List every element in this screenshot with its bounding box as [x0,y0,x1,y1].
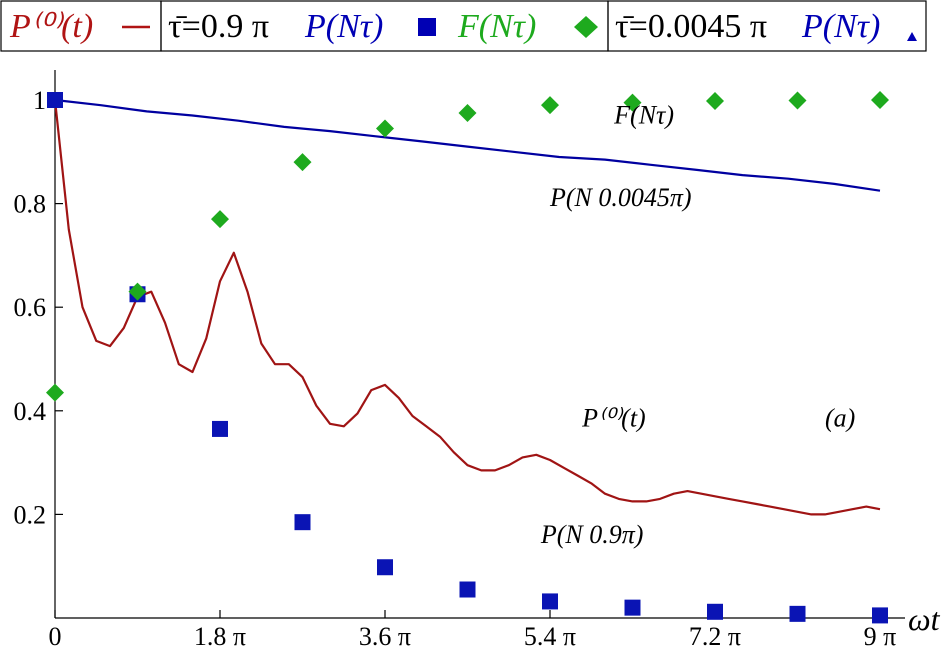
legend-diamond-marker [574,16,598,38]
series [46,91,889,624]
series-line-1 [53,99,881,516]
legend-prefix-tau-09: τ̄=0.9 π [168,8,269,45]
annotation-label: P⁽⁰⁾(t) [581,403,646,432]
y-tick-label: 0.2 [14,500,47,529]
data-point-diamond [46,383,64,402]
data-point-square [872,607,888,624]
legend-box-3 [607,0,927,52]
x-tick-label: 3.6 π [359,622,411,651]
legend-label-f-ntau: F(Nτ) [457,8,536,45]
data-point-diamond [458,103,477,122]
data-point-diamond [871,91,889,109]
x-tick-label: 1.8 π [194,622,246,651]
data-point-square [707,603,723,620]
data-point-square [212,420,228,437]
data-point-square [294,514,311,531]
y-tick-label: 0.6 [14,293,47,322]
y-tick-label: 0.4 [14,397,47,426]
data-point-diamond [541,96,559,115]
x-tick-label: 9 π [864,622,897,651]
y-tick-label: 1 [33,86,46,115]
data-point-square [47,92,63,108]
data-point-diamond [211,210,229,229]
series-line-0 [54,98,881,192]
data-point-square [624,599,641,616]
data-point-diamond [128,282,147,301]
y-tick-label: 0.8 [14,190,47,219]
legend-triangle-marker [907,32,917,41]
annotations: F(Nτ) P(N 0.0045π) P⁽⁰⁾(t) P(N 0.9π) (a) [540,100,855,549]
axes: ωt [54,70,941,637]
data-point-square [789,605,806,622]
legend-square-marker [418,18,436,36]
x-axis-label: ωt [908,601,941,637]
data-point-diamond [293,153,312,172]
data-point-square [542,593,558,610]
data-point-diamond [376,119,394,138]
annotation-label: P(N 0.0045π) [549,183,692,212]
legend-label-p0: P⁽⁰⁾(t) [9,8,93,45]
data-point-square [459,581,476,598]
legend-label-p-ntau-2: P(Nτ) [801,8,880,45]
legend-label-p-ntau-1: P(Nτ) [304,8,383,45]
ticks: 0.2 0.4 0.6 0.8 1 0 1.8 π 3.6 π 5.4 π 7.2 π 9 π [14,86,897,651]
legend-prefix-tau-00045: τ̄=0.0045 π [615,8,767,45]
annotation-label: P(N 0.9π) [540,520,644,549]
data-point-diamond [788,91,807,110]
data-point-square [377,559,393,576]
data-point-diamond [706,92,724,111]
x-tick-label: 7.2 π [689,622,741,651]
annotation-label: (a) [825,403,855,432]
annotation-label: F(Nτ) [613,100,674,129]
data-point-diamond [623,93,642,112]
legend: P⁽⁰⁾(t) τ̄=0.9 π P(Nτ) F(Nτ) τ̄=0.0045 π… [0,0,927,52]
x-tick-label: 0 [49,622,62,651]
x-tick-label: 5.4 π [524,622,576,651]
